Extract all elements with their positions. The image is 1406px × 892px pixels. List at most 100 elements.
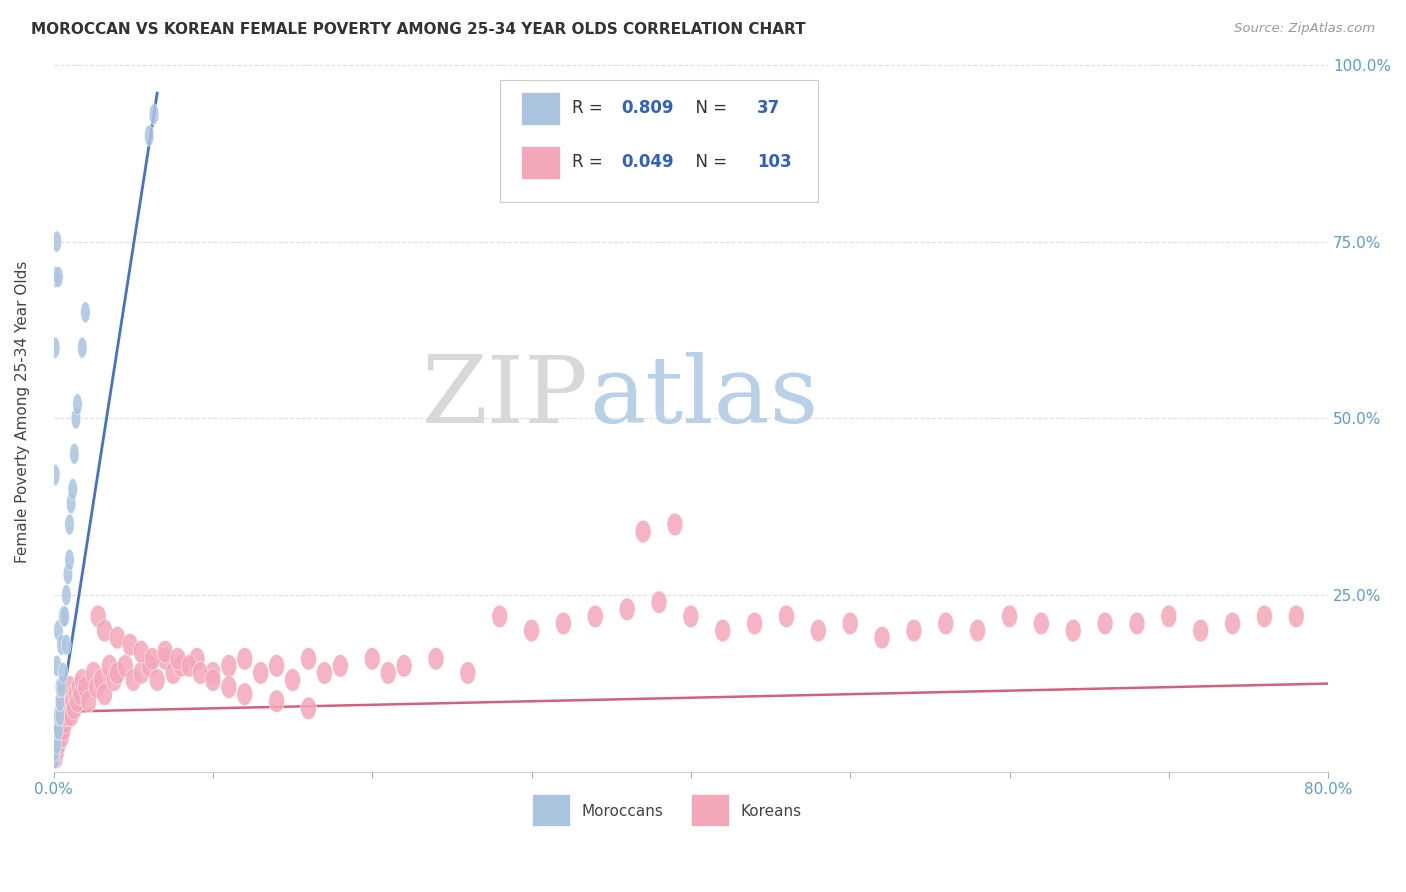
Ellipse shape bbox=[62, 584, 72, 606]
Ellipse shape bbox=[77, 676, 93, 698]
Ellipse shape bbox=[51, 732, 66, 755]
Ellipse shape bbox=[316, 662, 332, 684]
Ellipse shape bbox=[905, 619, 922, 642]
Text: R =: R = bbox=[572, 153, 609, 171]
Ellipse shape bbox=[51, 740, 60, 762]
Ellipse shape bbox=[1066, 619, 1081, 642]
Ellipse shape bbox=[55, 690, 65, 712]
Ellipse shape bbox=[145, 125, 155, 146]
Ellipse shape bbox=[145, 648, 160, 670]
Bar bbox=[531, 794, 569, 826]
Ellipse shape bbox=[636, 520, 651, 543]
Ellipse shape bbox=[60, 606, 69, 627]
Ellipse shape bbox=[60, 697, 76, 720]
Ellipse shape bbox=[779, 605, 794, 628]
Ellipse shape bbox=[53, 705, 63, 726]
Ellipse shape bbox=[53, 620, 63, 641]
Ellipse shape bbox=[49, 711, 65, 734]
Y-axis label: Female Poverty Among 25-34 Year Olds: Female Poverty Among 25-34 Year Olds bbox=[15, 260, 30, 563]
Ellipse shape bbox=[170, 648, 186, 670]
Ellipse shape bbox=[62, 690, 77, 713]
Ellipse shape bbox=[77, 337, 87, 359]
Text: 0.809: 0.809 bbox=[621, 99, 673, 118]
Ellipse shape bbox=[205, 669, 221, 691]
Ellipse shape bbox=[193, 662, 208, 684]
Ellipse shape bbox=[269, 655, 284, 677]
Ellipse shape bbox=[396, 655, 412, 677]
Ellipse shape bbox=[588, 605, 603, 628]
Ellipse shape bbox=[56, 676, 66, 698]
Ellipse shape bbox=[188, 648, 205, 670]
Ellipse shape bbox=[55, 697, 72, 720]
Ellipse shape bbox=[149, 103, 159, 125]
Bar bbox=[690, 794, 730, 826]
Ellipse shape bbox=[56, 711, 73, 734]
Ellipse shape bbox=[523, 619, 540, 642]
Ellipse shape bbox=[49, 725, 65, 747]
Ellipse shape bbox=[134, 640, 149, 663]
Ellipse shape bbox=[80, 301, 90, 323]
Ellipse shape bbox=[714, 619, 731, 642]
Ellipse shape bbox=[51, 337, 60, 359]
Ellipse shape bbox=[55, 705, 65, 726]
Ellipse shape bbox=[1161, 605, 1177, 628]
Ellipse shape bbox=[52, 712, 62, 733]
Ellipse shape bbox=[97, 683, 112, 706]
Text: ZIP: ZIP bbox=[422, 352, 589, 442]
Ellipse shape bbox=[236, 648, 253, 670]
Ellipse shape bbox=[107, 669, 122, 691]
FancyBboxPatch shape bbox=[499, 79, 818, 202]
Ellipse shape bbox=[86, 662, 101, 684]
Ellipse shape bbox=[157, 648, 173, 670]
Bar bbox=[522, 146, 560, 178]
Ellipse shape bbox=[55, 676, 65, 698]
Ellipse shape bbox=[63, 564, 73, 584]
Ellipse shape bbox=[73, 393, 83, 415]
Text: 103: 103 bbox=[758, 153, 792, 171]
Text: N =: N = bbox=[685, 99, 727, 118]
Ellipse shape bbox=[134, 662, 149, 684]
Ellipse shape bbox=[52, 733, 62, 755]
Ellipse shape bbox=[48, 747, 63, 769]
Ellipse shape bbox=[1033, 612, 1049, 635]
Ellipse shape bbox=[59, 704, 75, 727]
Ellipse shape bbox=[53, 725, 69, 747]
Text: Moroccans: Moroccans bbox=[581, 804, 664, 819]
Text: 37: 37 bbox=[758, 99, 780, 118]
Ellipse shape bbox=[875, 626, 890, 648]
Ellipse shape bbox=[181, 655, 197, 677]
Ellipse shape bbox=[56, 634, 66, 656]
Ellipse shape bbox=[157, 640, 173, 663]
Ellipse shape bbox=[810, 619, 827, 642]
Ellipse shape bbox=[72, 676, 87, 698]
Ellipse shape bbox=[141, 655, 157, 677]
Text: Koreans: Koreans bbox=[741, 804, 801, 819]
Ellipse shape bbox=[253, 662, 269, 684]
Ellipse shape bbox=[51, 718, 66, 741]
Ellipse shape bbox=[683, 605, 699, 628]
Ellipse shape bbox=[747, 612, 762, 635]
Ellipse shape bbox=[110, 662, 125, 684]
Ellipse shape bbox=[284, 669, 301, 691]
Ellipse shape bbox=[65, 549, 75, 570]
Ellipse shape bbox=[51, 747, 60, 768]
Ellipse shape bbox=[205, 662, 221, 684]
Ellipse shape bbox=[122, 633, 138, 656]
Ellipse shape bbox=[52, 719, 62, 740]
Ellipse shape bbox=[301, 648, 316, 670]
Ellipse shape bbox=[67, 478, 77, 500]
Ellipse shape bbox=[1257, 605, 1272, 628]
Ellipse shape bbox=[66, 697, 83, 720]
Ellipse shape bbox=[269, 690, 284, 713]
Ellipse shape bbox=[52, 711, 67, 734]
Ellipse shape bbox=[56, 690, 73, 713]
Ellipse shape bbox=[90, 605, 107, 628]
Ellipse shape bbox=[65, 690, 80, 713]
Text: N =: N = bbox=[685, 153, 727, 171]
Ellipse shape bbox=[51, 465, 60, 485]
Ellipse shape bbox=[492, 605, 508, 628]
Ellipse shape bbox=[1288, 605, 1305, 628]
Ellipse shape bbox=[221, 655, 236, 677]
Ellipse shape bbox=[53, 719, 63, 740]
Ellipse shape bbox=[97, 619, 112, 642]
